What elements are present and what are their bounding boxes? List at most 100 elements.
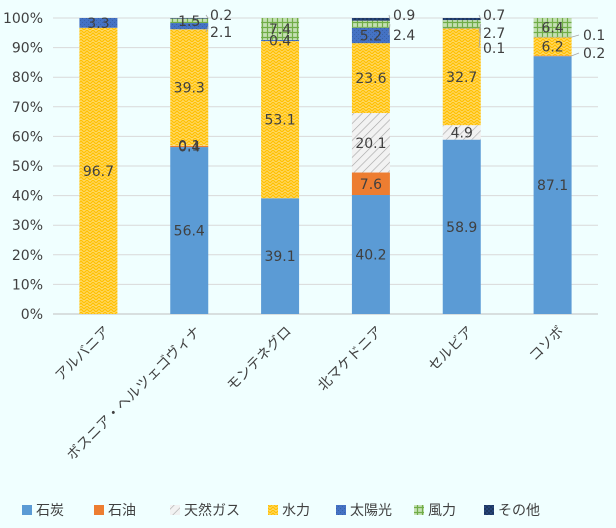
data-label: 3.3 — [87, 16, 109, 32]
leader-line — [205, 25, 209, 33]
data-label: 0.2 — [583, 46, 605, 62]
data-label: 7.4 — [269, 22, 291, 38]
y-tick-label: 100% — [3, 11, 43, 27]
x-tick-label: コソボ — [526, 324, 567, 365]
y-tick-label: 90% — [12, 41, 43, 57]
bar-segment — [351, 172, 390, 196]
data-label: 96.7 — [83, 164, 114, 180]
bar-segment — [442, 18, 481, 21]
data-label: 0.4 — [269, 33, 291, 49]
leader-line — [478, 23, 482, 34]
data-label: 0.7 — [483, 8, 505, 24]
data-label: 40.2 — [355, 248, 386, 264]
data-label: 2.7 — [483, 26, 505, 42]
leader-line — [478, 14, 482, 20]
bar-segment — [170, 147, 209, 314]
legend-label: 石油 — [108, 503, 136, 519]
legend-swatch — [414, 505, 424, 515]
bar-segment — [170, 23, 209, 30]
leader-line — [388, 24, 391, 36]
y-tick-label: 80% — [12, 70, 43, 86]
leader-line — [388, 14, 391, 20]
bar-segment — [351, 43, 390, 114]
bar-segment — [170, 18, 209, 24]
data-labels: 96.73.356.40.40.139.32.11.5 0.239.153.10.… — [83, 8, 605, 265]
y-tick-label: 40% — [12, 189, 43, 205]
x-tick-label: 北マケドニア — [315, 324, 386, 395]
data-label: 0.1 — [583, 28, 605, 44]
bar-segment — [170, 145, 209, 148]
y-tick-label: 60% — [12, 129, 43, 145]
bars — [79, 18, 572, 315]
legend-swatch — [22, 505, 32, 515]
legend-label: 水力 — [282, 503, 310, 519]
data-label: 4.9 — [451, 125, 473, 141]
gridlines — [53, 17, 598, 315]
legend-label: 太陽光 — [350, 503, 392, 519]
data-label: 2.1 — [210, 25, 232, 41]
bar-segment — [261, 41, 300, 199]
bar-segment — [442, 125, 481, 140]
y-axis: 0% 10% 20% 30% 40% 50% 60% 70% 80% 90% 100% — [3, 11, 43, 323]
x-tick-label: アルバニア — [53, 324, 114, 385]
data-label: 32.7 — [446, 70, 477, 86]
bar-segment — [442, 20, 481, 29]
data-label: 2.4 — [393, 28, 415, 44]
leader-line — [478, 28, 482, 49]
leader-line — [571, 52, 580, 57]
data-label: 6.4 — [541, 20, 563, 36]
legend-label: その他 — [498, 503, 540, 519]
bar-segment — [442, 139, 481, 314]
leader-line — [571, 34, 580, 38]
bar-segment — [533, 18, 572, 37]
bar-segment — [170, 18, 209, 19]
bar-segment — [533, 55, 572, 57]
data-label: 1.5 — [178, 14, 200, 30]
bar-segment — [351, 195, 390, 314]
data-label: 20.1 — [355, 136, 386, 152]
data-label: 5.2 — [360, 28, 382, 44]
data-label: 0.1 — [483, 41, 505, 57]
bar-segment — [351, 20, 390, 28]
data-label: 39.1 — [264, 249, 295, 265]
bar-segment — [533, 37, 572, 56]
legend-swatch — [170, 505, 180, 515]
data-label: 39.3 — [174, 80, 205, 96]
bar-segment — [442, 28, 481, 126]
data-label: 7.6 — [360, 177, 382, 193]
data-label: 0.4 — [178, 139, 200, 155]
data-label: 58.9 — [446, 220, 477, 236]
legend-label: 石炭 — [36, 503, 64, 519]
leader-line — [205, 14, 209, 19]
legend: 石炭 石油 天然ガス 水力 太陽光 風力 その他 — [22, 502, 540, 519]
data-label: 0.9 — [393, 8, 415, 24]
data-label: 0.2 — [210, 8, 232, 24]
bar-segment — [79, 18, 118, 28]
data-label: 0.1 — [178, 139, 200, 155]
bar-segment — [261, 39, 300, 42]
bar-segment — [533, 56, 572, 315]
data-label: 56.4 — [174, 224, 205, 240]
y-tick-label: 10% — [12, 277, 43, 293]
bar-segment — [351, 27, 390, 44]
legend-swatch — [484, 505, 494, 515]
legend-label: 天然ガス — [184, 502, 240, 519]
data-label: 23.6 — [355, 71, 386, 87]
y-tick-label: 30% — [12, 218, 43, 234]
y-tick-label: 20% — [12, 248, 43, 264]
legend-label: 風力 — [428, 503, 456, 519]
data-label: 87.1 — [537, 178, 568, 194]
legend-swatch — [336, 505, 346, 515]
y-tick-label: 50% — [12, 159, 43, 175]
x-tick-label: セルビア — [426, 324, 477, 375]
legend-swatch — [268, 505, 278, 515]
bar-segment — [170, 29, 209, 146]
y-tick-label: 70% — [12, 100, 43, 116]
legend-swatch — [94, 505, 104, 515]
x-tick-label: モンテネグロ — [224, 324, 295, 395]
data-label: 53.1 — [264, 113, 295, 129]
bar-segment — [79, 27, 118, 314]
y-tick-label: 0% — [21, 307, 43, 323]
